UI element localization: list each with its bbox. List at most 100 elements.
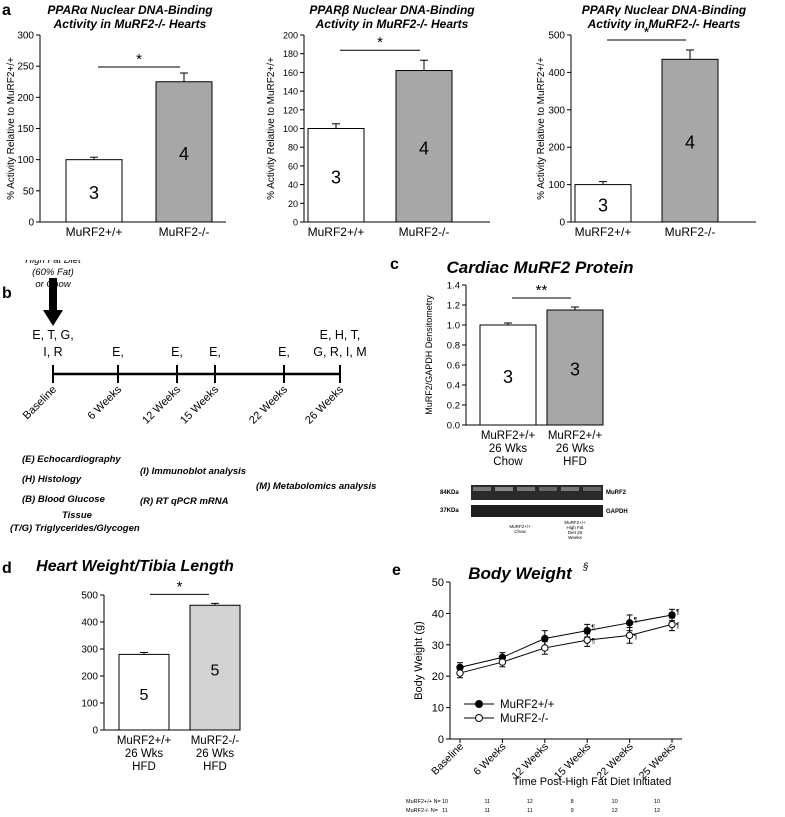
bar (118, 653, 170, 731)
data-point (625, 619, 634, 627)
y-tick-label: 100 (283, 124, 298, 134)
y-tick-label: 140 (283, 87, 298, 97)
n-table-value: 10 (442, 799, 448, 805)
diet-arrow-head (43, 310, 63, 326)
x-category-label: MuRF2+/+ (66, 225, 123, 239)
blot-group1-line2: Chow (514, 529, 526, 534)
blot-group2-line1: MuRF2+/+ (564, 520, 586, 525)
timepoint-measures: E, T, G, (32, 328, 73, 342)
legend-immunoblot: (I) Immunoblot analysis (140, 466, 247, 477)
significance-mark: ¶ (591, 625, 595, 632)
x-category-label: 26 Wks (489, 443, 528, 455)
n-table-label: MuRF2+/+ N= (406, 799, 441, 805)
y-tick-label: 80 (288, 143, 298, 153)
data-point (625, 631, 634, 640)
y-tick-label: 150 (17, 124, 34, 135)
blot-group2-line4: Weeks (568, 535, 582, 540)
chart-title: Body Weight (468, 564, 573, 583)
y-tick-label: 50 (23, 186, 35, 197)
y-axis-label: % Activity Relative to MuRF2+/+ (6, 57, 17, 200)
bar (479, 324, 537, 426)
bar-n-label: 3 (331, 167, 341, 187)
y-tick-label: 200 (283, 31, 298, 41)
diet-arrow-shaft (49, 278, 57, 310)
n-table-label: MuRF2-/- N= (406, 808, 438, 814)
y-axis-label: % Activity Relative to MuRF2+/+ (266, 57, 277, 200)
x-category-label: MuRF2+/+ (548, 430, 603, 442)
diet-text: High Fat Diet (25, 260, 81, 266)
bar-n-label: 3 (503, 367, 513, 387)
y-tick-label: 100 (548, 180, 565, 191)
x-category-label: HFD (563, 456, 587, 468)
bar-n-label: 3 (598, 195, 608, 215)
legend-blood-glucose: (B) Blood Glucose (22, 494, 105, 505)
bar-n-label: 5 (140, 687, 149, 704)
y-tick-label: 40 (432, 608, 444, 620)
timepoint-label: 22 Weeks (247, 383, 290, 426)
y-tick-label: 300 (81, 645, 98, 656)
data-point (583, 626, 591, 635)
timepoint-measures: I, R (43, 345, 62, 359)
panel-label-d: d (2, 560, 12, 577)
significance-marker: * (644, 24, 650, 41)
y-tick-label: 0 (92, 726, 98, 737)
diet-text: (60% Fat) (32, 267, 74, 278)
y-tick-label: 160 (283, 68, 298, 78)
bar-n-label: 4 (419, 138, 429, 158)
x-axis-label: Time Post-High Fat Diet Initiated (513, 776, 672, 788)
chart-cardiac-murf2: Cardiac MuRF2 Protein 0.0 0.2 0.4 0.6 0.8 1.0 1… (424, 258, 634, 468)
chart-heart-weight: Heart Weight/Tibia Length 0 100 200 300 400 50… (36, 558, 241, 773)
y-tick-label: 300 (17, 31, 34, 42)
y-tick-label: 0.0 (447, 421, 460, 432)
significance-mark: ¶ (676, 622, 680, 629)
timepoint-label: Baseline (21, 384, 59, 422)
y-tick-label: 0.8 (447, 341, 460, 352)
x-category-label: HFD (132, 761, 156, 773)
legend-triglycerides: (T/G) Triglycerides/Glycogen (10, 523, 140, 534)
series-line (459, 614, 673, 668)
legend-label: MuRF2-/- (500, 713, 549, 725)
y-tick-label: 10 (432, 703, 444, 715)
bar (574, 184, 632, 223)
blot-kda-top: 84KDa (440, 490, 459, 496)
panel-label-a: a (2, 2, 11, 19)
n-table-value: 11 (485, 808, 491, 814)
y-tick-label: 20 (432, 671, 444, 683)
bar (307, 128, 365, 223)
significance-marker: * (136, 51, 142, 68)
y-tick-label: 1.2 (447, 301, 460, 312)
y-tick-label: 20 (288, 199, 298, 209)
significance-marker: * (377, 34, 383, 51)
timepoint-measures: E, (278, 345, 290, 359)
chart-title-line2: Activity in MuRF2-/- Hearts (587, 17, 741, 31)
x-category-label: MuRF2+/+ (575, 225, 632, 239)
n-table-value: 11 (485, 799, 491, 805)
chart-title-line2: Activity in MuRF2-/- Hearts (53, 17, 207, 31)
panel-label-e: e (392, 562, 401, 579)
y-tick-label: 30 (432, 640, 444, 652)
chart-title-line2: Activity in MuRF2-/- Hearts (315, 17, 469, 31)
bar-n-label: 5 (211, 663, 220, 680)
timepoint-measures: E, H, T, (320, 328, 361, 342)
n-table-value: 8 (571, 799, 574, 805)
n-table-value: 11 (442, 808, 448, 814)
chart-title-line1: PPARα Nuclear DNA-Binding (47, 3, 213, 17)
y-tick-label: 0.4 (447, 381, 460, 392)
y-tick-label: 300 (548, 105, 565, 116)
data-point (668, 620, 676, 629)
timepoint-measures: E, (112, 345, 124, 359)
blot-band-gapdh (471, 505, 603, 517)
y-tick-label: 1.0 (447, 321, 460, 332)
y-axis-label: % Activity Relative to MuRF2+/+ (536, 57, 547, 200)
y-tick-label: 0 (438, 734, 444, 746)
significance-marker: * (177, 578, 183, 595)
y-tick-label: 50 (432, 577, 444, 589)
significance-mark: ¶ (634, 617, 638, 624)
blot-group1-line1: MuRF2+/+ (509, 524, 531, 529)
chart-title: Heart Weight/Tibia Length (36, 558, 234, 575)
x-category-label: Chow (493, 456, 523, 468)
legend-marker (475, 700, 483, 708)
bar-n-label: 3 (570, 360, 580, 380)
